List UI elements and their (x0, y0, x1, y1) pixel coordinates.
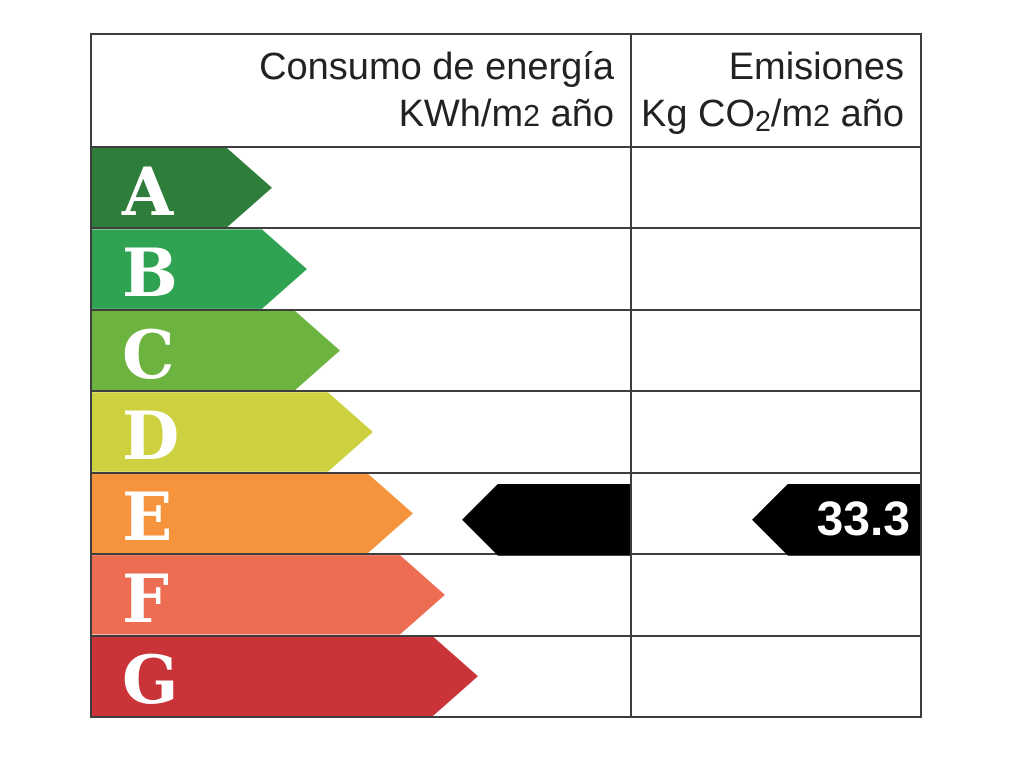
rating-row-c: C (92, 311, 920, 393)
rating-row-a: A (92, 148, 920, 230)
rating-row-d: D (92, 392, 920, 474)
rating-letter-b: B (122, 234, 178, 313)
emissions-unit: Kg CO2/m2 año (632, 91, 904, 146)
consumption-title: Consumo de energía (259, 46, 614, 88)
consumption-unit-prefix: KWh/m (398, 93, 524, 135)
rating-letter-e: E (122, 478, 173, 557)
energy-rating-table: Consumo de energía KWh/m2 año Emisiones … (90, 33, 922, 718)
header-consumption: Consumo de energía KWh/m2 año (92, 35, 632, 146)
rating-row-e: E 33.3 (92, 474, 920, 556)
consumption-marker-arrow (462, 483, 630, 556)
emissions-unit-exponent: 2 (813, 99, 831, 133)
rating-letter-a: A (122, 152, 174, 231)
column-divider-line (630, 35, 632, 716)
rating-letter-f: F (122, 559, 169, 638)
rating-arrow-e: E (92, 474, 413, 553)
emissions-unit-prefix: Kg CO (641, 93, 756, 135)
table-header: Consumo de energía KWh/m2 año Emisiones … (92, 35, 920, 148)
emissions-title: Emisiones (728, 46, 904, 88)
rating-arrow-f: F (92, 555, 445, 634)
rating-arrow-b: B (92, 229, 307, 308)
rating-arrow-d: D (92, 392, 373, 471)
header-emissions: Emisiones Kg CO2/m2 año (632, 35, 920, 146)
emissions-unit-subscript: 2 (755, 106, 771, 139)
rating-row-g: G (92, 637, 920, 716)
rating-arrow-c: C (92, 311, 340, 390)
consumption-unit: KWh/m2 año (92, 91, 614, 140)
rating-row-b: B (92, 229, 920, 311)
rating-letter-g: G (122, 641, 179, 720)
consumption-unit-suffix: año (540, 93, 614, 135)
consumption-unit-exponent: 2 (523, 99, 541, 133)
rating-row-f: F (92, 555, 920, 637)
rating-arrow-a: A (92, 148, 272, 227)
rating-letter-c: C (122, 315, 175, 394)
rating-letter-d: D (122, 396, 180, 475)
consumption-marker-label (462, 484, 630, 556)
rating-arrow-g: G (92, 637, 478, 716)
emissions-marker-label: 33.3 (816, 492, 910, 546)
emissions-unit-suffix: año (830, 93, 904, 135)
emissions-unit-mid: /m (770, 93, 814, 135)
emissions-marker-arrow: 33.3 (752, 483, 920, 556)
